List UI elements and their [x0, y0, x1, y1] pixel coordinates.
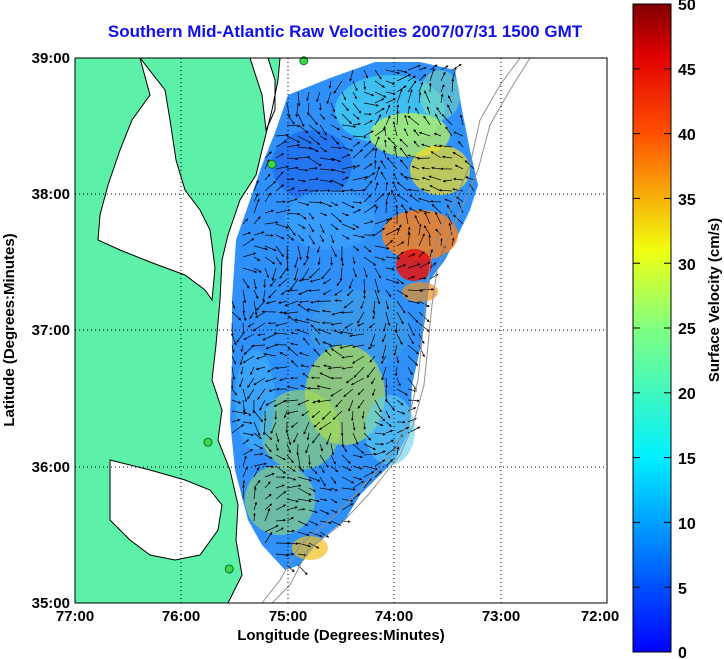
x-tick-label: 77:00: [56, 608, 94, 625]
chesapeake-bay: [98, 58, 215, 300]
x-tick-label: 74:00: [375, 608, 413, 625]
y-axis: 39:00 38:00 37:00 36:00 35:00 Latitude (…: [1, 50, 70, 612]
colorbar-tick: 5: [678, 581, 687, 598]
pamlico-sound: [110, 460, 222, 560]
bathymetry-contours: [261, 58, 531, 603]
y-axis-label: Latitude (Degrees:Minutes): [1, 233, 18, 426]
velocity-vectors: [230, 64, 475, 576]
y-tick-label: 36:00: [32, 459, 70, 476]
station-marker: [203, 437, 213, 447]
colorbar-label: Surface Velocity (cm/s): [706, 218, 723, 382]
x-tick-label: 76:00: [162, 608, 200, 625]
station-marker: [299, 56, 309, 66]
plot-frame: [74, 57, 608, 604]
y-tick-label: 35:00: [32, 595, 70, 612]
coastline: [211, 58, 281, 603]
x-tick-label: 73:00: [482, 608, 520, 625]
x-axis-label: Longitude (Degrees:Minutes): [237, 627, 445, 644]
x-tick-label: 75:00: [269, 608, 307, 625]
chart-title: Southern Mid-Atlantic Raw Velocities 200…: [107, 22, 583, 41]
station-marker: [267, 159, 277, 169]
station-marker: [224, 564, 234, 574]
y-tick-label: 38:00: [32, 186, 70, 203]
colorbar-tick: 35: [678, 192, 696, 209]
x-axis: 77:00 76:00 75:00 74:00 73:00 72:00 Long…: [56, 608, 619, 644]
colorbar-tick: 20: [678, 386, 696, 403]
grid-lines: [75, 58, 607, 603]
colorbar-tick: 40: [678, 127, 696, 144]
colorbar-tick: 0: [678, 645, 687, 659]
y-tick-label: 39:00: [32, 50, 70, 67]
colorbar-tick: 25: [678, 321, 696, 338]
y-tick-label: 37:00: [32, 322, 70, 339]
colorbar-tick: 15: [678, 451, 696, 468]
x-tick-label: 72:00: [581, 608, 619, 625]
colorbar: 50 45 40 35 30 25 20 15 10 5 0 Surface V…: [632, 0, 723, 659]
colorbar-tick: 45: [678, 62, 696, 79]
colorbar-tick: 10: [678, 516, 696, 533]
colorbar-tick: 50: [678, 0, 696, 14]
colorbar-tick: 30: [678, 257, 696, 274]
radar-stations: [203, 56, 309, 574]
